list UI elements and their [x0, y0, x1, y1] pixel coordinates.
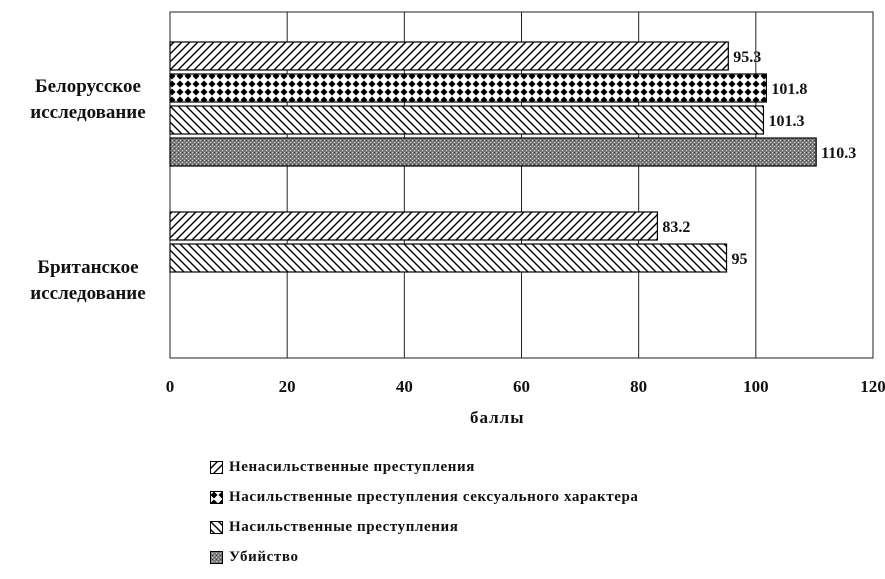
bar: [169, 105, 765, 135]
legend-label: Насильственные преступления: [229, 518, 459, 535]
legend-swatch-sexual: [210, 490, 223, 504]
legend-swatch-violent: [210, 520, 223, 534]
data-label: 101.8: [771, 81, 807, 98]
legend-swatch-murder: [210, 550, 223, 564]
x-tick-label: 40: [396, 377, 413, 396]
category-label: Белорусское исследование: [30, 76, 146, 123]
x-tick-label: 20: [279, 377, 296, 396]
data-label: 101.3: [768, 113, 804, 130]
legend-item: Убийство: [210, 542, 639, 572]
data-label: 95: [732, 251, 748, 268]
x-axis-title: баллы: [470, 408, 525, 427]
category-label: Британское исследование: [30, 257, 146, 304]
bar: [169, 41, 729, 71]
legend-item: Насильственные преступления сексуального…: [210, 482, 639, 512]
data-label: 83.2: [662, 219, 690, 236]
x-tick-label: 100: [743, 377, 769, 396]
plot-area: [169, 11, 874, 359]
bar: [169, 73, 767, 103]
bar: [169, 243, 728, 273]
bar: [169, 211, 659, 241]
data-label: 95.3: [733, 49, 761, 66]
data-label: 110.3: [821, 145, 856, 162]
x-tick-label: 60: [513, 377, 530, 396]
legend-item: Ненасильственные преступления: [210, 452, 639, 482]
bar: [169, 137, 817, 167]
legend-label: Насильственные преступления сексуального…: [229, 488, 639, 505]
legend-item: Насильственные преступления: [210, 512, 639, 542]
legend-label: Ненасильственные преступления: [229, 458, 475, 475]
legend-label: Убийство: [229, 548, 299, 565]
x-tick-label: 0: [166, 377, 175, 396]
x-tick-label: 120: [860, 377, 885, 396]
legend: Ненасильственные преступления Насильстве…: [210, 452, 639, 572]
x-tick-label: 80: [630, 377, 647, 396]
legend-swatch-nonviolent: [210, 460, 223, 474]
